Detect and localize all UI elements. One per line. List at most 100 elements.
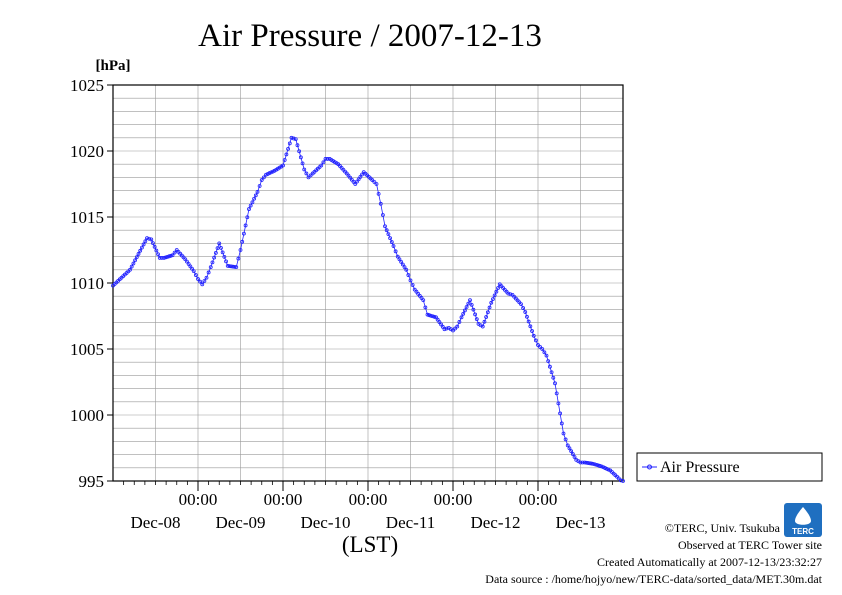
data-point [159, 256, 164, 260]
data-point [206, 270, 211, 275]
data-point [519, 302, 523, 307]
data-point [521, 306, 526, 310]
data-point [170, 253, 175, 258]
data-point [183, 257, 188, 262]
data-point [298, 155, 303, 160]
data-point [208, 265, 213, 270]
data-point [141, 242, 146, 247]
data-point [304, 171, 309, 176]
data-point [536, 343, 540, 347]
data-point [484, 315, 489, 319]
air-pressure-line [112, 137, 624, 482]
data-point [227, 264, 232, 269]
data-point [297, 149, 302, 154]
data-point [248, 203, 253, 208]
data-point [185, 259, 189, 264]
chart-title: Air Pressure / 2007-12-13 [198, 18, 542, 54]
data-point [154, 248, 159, 253]
data-point [255, 190, 260, 194]
data-point [423, 305, 428, 310]
data-point [440, 324, 445, 329]
data-point [323, 157, 328, 161]
data-point [219, 245, 223, 250]
data-point [491, 297, 495, 302]
data-point [243, 223, 248, 228]
data-point [580, 460, 585, 465]
data-point [471, 307, 476, 312]
data-point [136, 252, 141, 256]
data-point [250, 200, 255, 205]
data-point [464, 305, 469, 309]
x-tick-label: 00:00 [264, 490, 303, 509]
data-point [319, 163, 324, 168]
data-point [295, 143, 300, 148]
data-point [455, 324, 460, 329]
y-tick-label: 1020 [70, 142, 104, 161]
data-point [569, 449, 574, 454]
grid-lines [113, 85, 623, 481]
data-point [558, 411, 562, 416]
data-point [325, 157, 330, 161]
data-point [563, 437, 568, 442]
y-tick-label: 995 [79, 472, 105, 491]
data-point [232, 264, 237, 269]
y-tick-label: 1010 [70, 274, 104, 293]
data-point [587, 461, 592, 466]
data-point [152, 244, 157, 249]
data-point [224, 259, 228, 264]
data-point [457, 320, 462, 324]
data-point [482, 319, 487, 324]
data-point [230, 264, 235, 269]
legend-box [636, 452, 823, 482]
data-point [508, 292, 513, 297]
data-point [370, 178, 375, 182]
data-point [128, 267, 132, 272]
data-point [240, 239, 245, 244]
x-tick-label: 00:00 [349, 490, 388, 509]
data-point [492, 293, 497, 298]
data-point [167, 254, 172, 259]
data-point [474, 317, 479, 322]
terc-logo: TERC [784, 503, 822, 537]
data-point [156, 252, 160, 257]
x-day-label: Dec-12 [470, 513, 520, 532]
data-point [389, 240, 394, 244]
data-point [565, 443, 570, 448]
data-point [487, 305, 492, 310]
legend-label-air-pressure: Air Pressure [660, 459, 740, 476]
data-point [138, 248, 143, 253]
data-point [421, 298, 426, 303]
x-day-label: Dec-08 [130, 513, 180, 532]
data-point [402, 265, 407, 270]
data-point [257, 184, 262, 188]
data-point [425, 312, 430, 317]
data-point [391, 244, 396, 248]
data-point [437, 320, 442, 324]
data-point [506, 291, 511, 296]
data-point [213, 251, 218, 255]
data-point [538, 345, 543, 349]
data-point [430, 314, 435, 319]
data-point [172, 250, 177, 255]
data-point [530, 329, 534, 333]
data-source-text: Data source : /home/hojyo/new/TERC-data/… [485, 572, 822, 586]
data-point [259, 178, 264, 182]
x-tick-label: 00:00 [179, 490, 218, 509]
x-tick-label: 00:00 [434, 490, 473, 509]
data-point [200, 282, 205, 287]
data-point [553, 381, 557, 386]
data-point [531, 333, 536, 338]
data-point [489, 300, 494, 305]
data-point [554, 391, 559, 396]
data-point [400, 262, 405, 267]
data-point [308, 173, 313, 178]
water-drop-icon [795, 507, 811, 525]
data-point [548, 364, 552, 369]
data-point [222, 254, 227, 259]
data-point [383, 224, 387, 229]
data-point [494, 289, 499, 294]
data-point [572, 455, 577, 459]
data-point [149, 237, 154, 242]
data-point [525, 314, 529, 319]
